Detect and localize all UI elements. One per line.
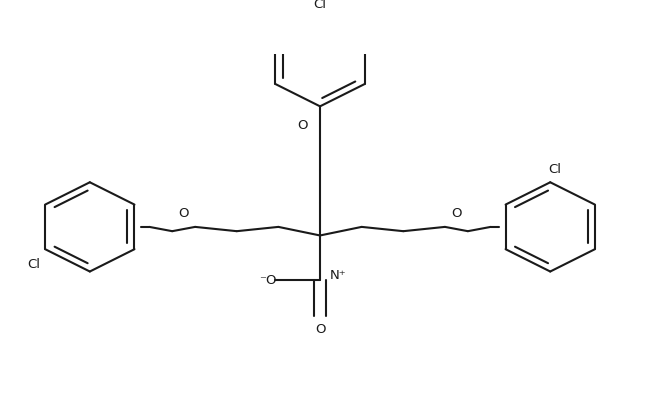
Text: Cl: Cl — [314, 0, 327, 11]
Text: Cl: Cl — [549, 163, 562, 176]
Text: O: O — [179, 207, 189, 220]
Text: ⁻O: ⁻O — [259, 274, 276, 287]
Text: N⁺: N⁺ — [329, 269, 346, 282]
Text: Cl: Cl — [27, 258, 39, 271]
Text: O: O — [315, 322, 325, 335]
Text: O: O — [297, 119, 307, 132]
Text: O: O — [451, 207, 462, 220]
